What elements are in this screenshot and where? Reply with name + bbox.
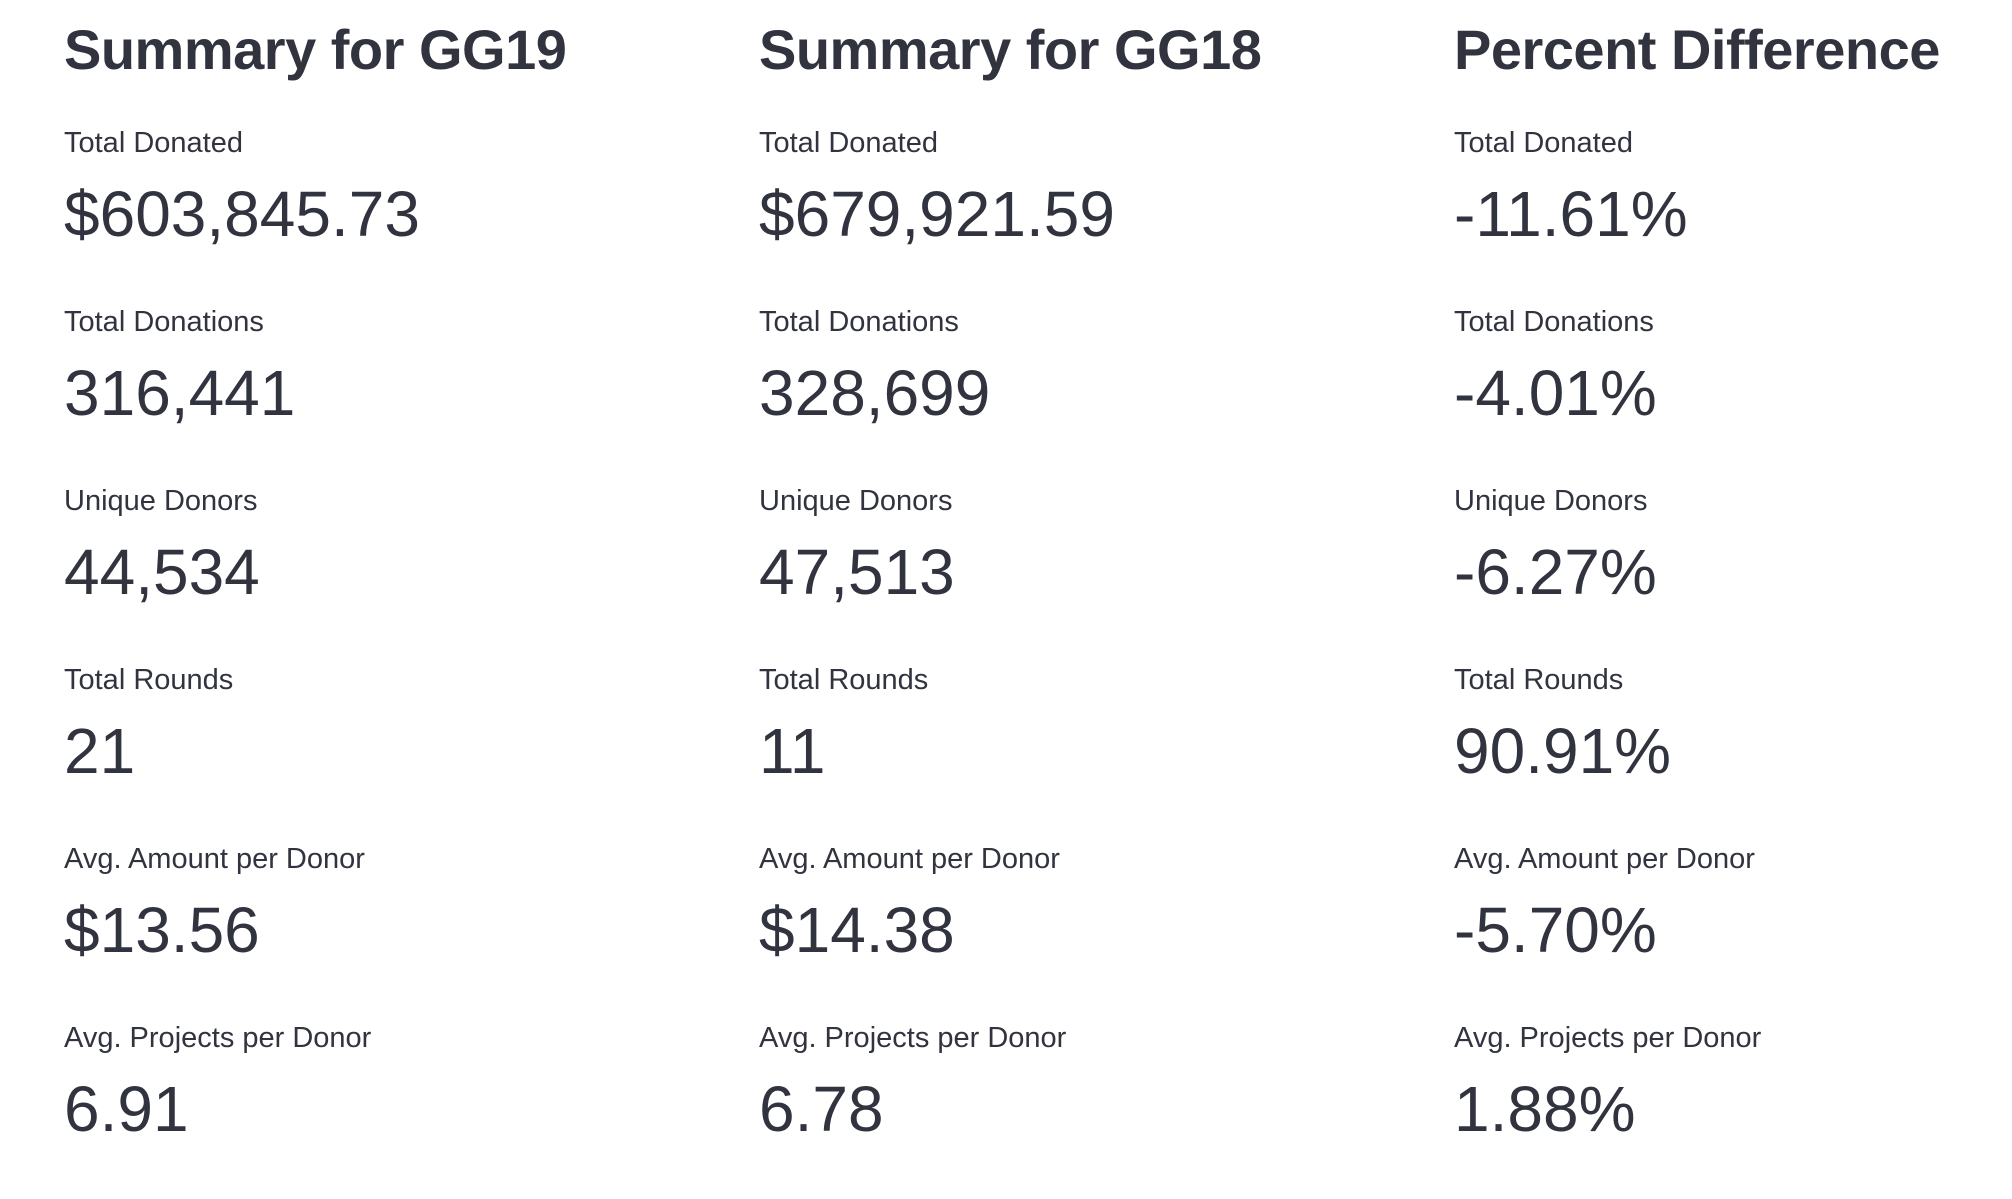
metric-value: $603,845.73 — [64, 178, 420, 251]
metric-value: $14.38 — [759, 894, 955, 967]
metric-value: -5.70% — [1454, 894, 1657, 967]
metric-value: 21 — [64, 715, 136, 788]
metric-label: Total Donations — [1454, 306, 1654, 339]
metric-value: 6.91 — [64, 1073, 189, 1146]
metric-total-rounds: Total Rounds 21 — [64, 662, 759, 790]
metric-label: Avg. Projects per Donor — [64, 1022, 372, 1055]
metric-label: Total Donated — [64, 127, 243, 160]
metric-total-donated: Total Donated $603,845.73 — [64, 125, 759, 253]
metric-label: Unique Donors — [1454, 485, 1648, 518]
metric-value: 90.91% — [1454, 715, 1672, 788]
metric-total-donated: Total Donated -11.61% — [1454, 125, 2012, 253]
metric-label: Avg. Amount per Donor — [64, 843, 365, 876]
column-summary-gg18: Summary for GG18 Total Donated $679,921.… — [759, 16, 1454, 1199]
metric-label: Total Rounds — [1454, 664, 1624, 697]
metric-avg-projects-per-donor: Avg. Projects per Donor 6.78 — [759, 1020, 1454, 1148]
column-title: Percent Difference — [1454, 18, 1940, 81]
metric-unique-donors: Unique Donors -6.27% — [1454, 483, 2012, 611]
metric-avg-projects-per-donor: Avg. Projects per Donor 6.91 — [64, 1020, 759, 1148]
metric-total-donated: Total Donated $679,921.59 — [759, 125, 1454, 253]
summary-dashboard: { "page": { "background_color": "#ffffff… — [64, 18, 1941, 1146]
metric-label: Total Donated — [1454, 127, 1633, 160]
metric-unique-donors: Unique Donors 47,513 — [759, 483, 1454, 611]
metric-value: -4.01% — [1454, 357, 1657, 430]
metric-value: 44,534 — [64, 536, 260, 609]
metric-unique-donors: Unique Donors 44,534 — [64, 483, 759, 611]
metric-label: Total Donations — [759, 306, 959, 339]
metric-label: Avg. Projects per Donor — [759, 1022, 1067, 1055]
metric-value: -6.27% — [1454, 536, 1657, 609]
metric-total-donations: Total Donations 316,441 — [64, 304, 759, 432]
metric-avg-amount-per-donor: Avg. Amount per Donor $13.56 — [64, 841, 759, 969]
metric-value: -11.61% — [1454, 178, 1688, 251]
metric-value: 6.78 — [759, 1073, 884, 1146]
metric-avg-amount-per-donor: Avg. Amount per Donor $14.38 — [759, 841, 1454, 969]
column-summary-gg19: Summary for GG19 Total Donated $603,845.… — [64, 16, 759, 1199]
column-percent-difference: Percent Difference Total Donated -11.61%… — [1454, 16, 2012, 1199]
metric-value: 47,513 — [759, 536, 955, 609]
metric-label: Avg. Projects per Donor — [1454, 1022, 1762, 1055]
metric-label: Total Donated — [759, 127, 938, 160]
metric-value: 11 — [759, 715, 826, 788]
metric-total-rounds: Total Rounds 11 — [759, 662, 1454, 790]
metric-value: 1.88% — [1454, 1073, 1636, 1146]
metric-total-donations: Total Donations -4.01% — [1454, 304, 2012, 432]
metric-label: Total Donations — [64, 306, 264, 339]
metric-total-donations: Total Donations 328,699 — [759, 304, 1454, 432]
column-title: Summary for GG18 — [759, 18, 1262, 81]
metric-value: $13.56 — [64, 894, 260, 967]
metric-value: 328,699 — [759, 357, 991, 430]
metric-avg-projects-per-donor: Avg. Projects per Donor 1.88% — [1454, 1020, 2012, 1148]
metric-value: 316,441 — [64, 357, 296, 430]
metric-label: Total Rounds — [759, 664, 929, 697]
metric-avg-amount-per-donor: Avg. Amount per Donor -5.70% — [1454, 841, 2012, 969]
metric-label: Total Rounds — [64, 664, 234, 697]
metric-value: $679,921.59 — [759, 178, 1115, 251]
column-title: Summary for GG19 — [64, 18, 567, 81]
metric-total-rounds: Total Rounds 90.91% — [1454, 662, 2012, 790]
metric-label: Avg. Amount per Donor — [759, 843, 1060, 876]
metric-label: Unique Donors — [759, 485, 953, 518]
metric-label: Unique Donors — [64, 485, 258, 518]
metric-label: Avg. Amount per Donor — [1454, 843, 1755, 876]
